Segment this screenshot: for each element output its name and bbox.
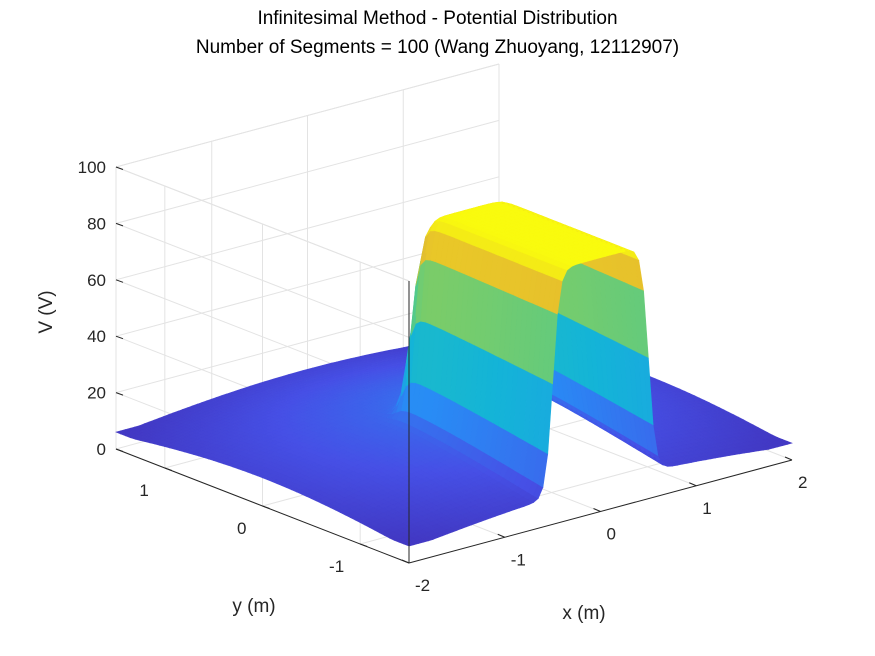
x-tick xyxy=(401,559,410,564)
left-wall-grid-line xyxy=(115,222,410,338)
y-axis-label: y (m) xyxy=(232,596,275,617)
z-tick xyxy=(115,166,124,170)
z-tick xyxy=(115,222,124,227)
z-tick-label: 60 xyxy=(87,271,106,290)
z-tick-label: 80 xyxy=(87,214,106,233)
box-edge xyxy=(115,166,410,282)
x-tick xyxy=(784,456,793,461)
back-wall-grid-line xyxy=(115,119,500,224)
x-tick-label: 1 xyxy=(702,499,711,518)
z-tick-label: 100 xyxy=(78,158,106,177)
surface-layer xyxy=(115,201,793,547)
chart-title: Infinitesimal Method - Potential Distrib… xyxy=(257,8,618,29)
x-tick xyxy=(497,533,505,538)
chart-subtitle: Number of Segments = 100 (Wang Zhuoyang,… xyxy=(195,37,680,58)
y-tick xyxy=(359,543,368,547)
y-tick xyxy=(262,505,270,509)
z-tick xyxy=(115,448,124,452)
z-tick-label: 20 xyxy=(87,384,106,403)
x-tick-label: -1 xyxy=(511,550,526,569)
box-edge xyxy=(115,63,500,168)
z-axis-label: V (V) xyxy=(36,290,57,333)
y-tick xyxy=(164,467,173,471)
z-tick-label: 0 xyxy=(97,440,106,459)
x-tick-label: -2 xyxy=(415,576,430,595)
z-tick-label: 40 xyxy=(87,327,106,346)
x-tick-label: 0 xyxy=(607,525,616,544)
y-tick-label: 1 xyxy=(139,481,148,500)
x-tick-label: 2 xyxy=(798,473,807,492)
z-tick xyxy=(115,335,124,340)
z-tick xyxy=(115,279,124,283)
y-tick-label: 0 xyxy=(237,519,246,538)
back-wall-grid-line xyxy=(115,176,500,281)
y-tick-label: -1 xyxy=(329,557,344,576)
x-axis-label: x (m) xyxy=(562,603,605,624)
z-tick xyxy=(115,392,124,396)
x-tick xyxy=(689,482,697,487)
x-tick xyxy=(593,508,601,512)
